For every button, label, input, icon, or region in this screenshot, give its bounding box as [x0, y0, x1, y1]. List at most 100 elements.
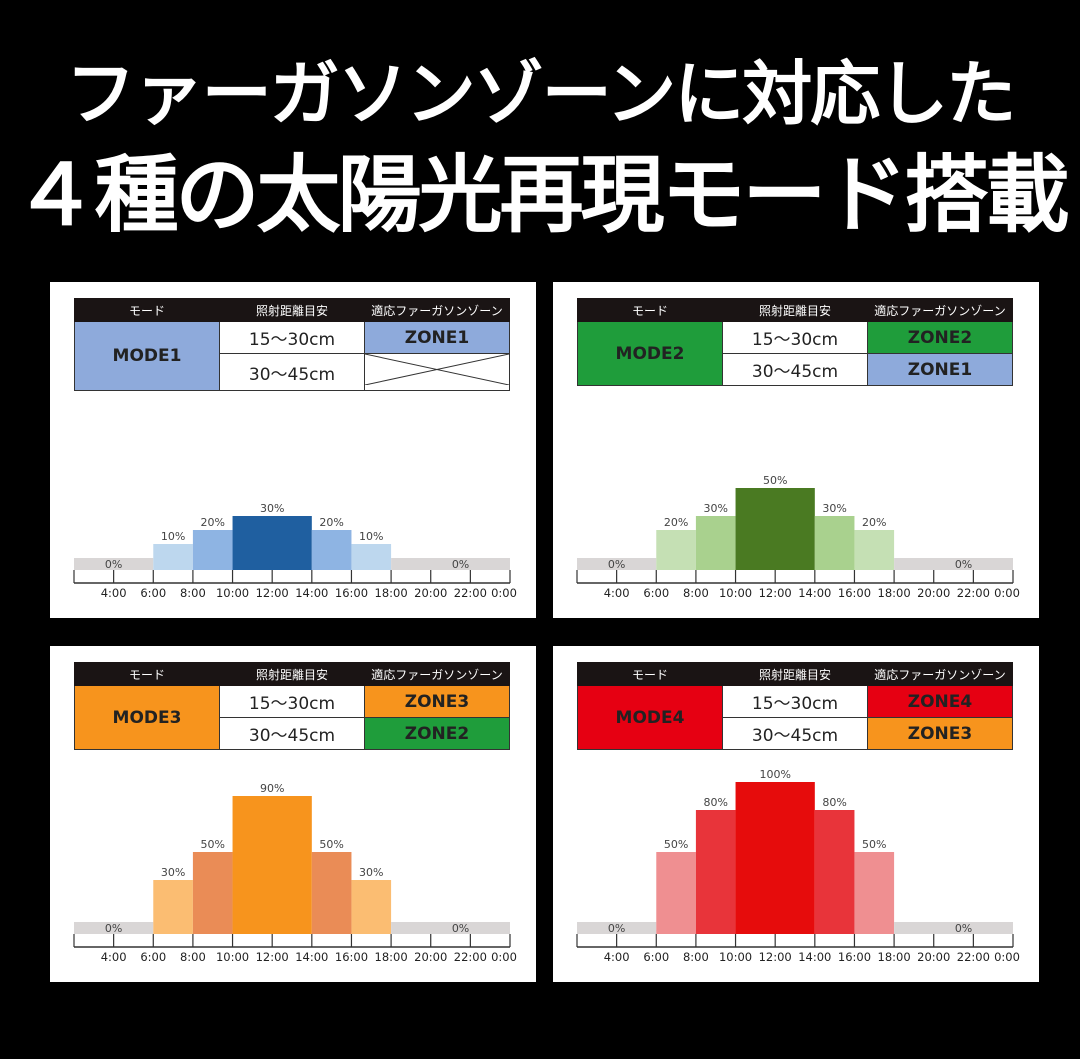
header-zone: 適応ファーガソンゾーン: [867, 662, 1013, 686]
bar: [351, 880, 392, 934]
x-tick-label: 6:00: [643, 950, 669, 964]
bar: [153, 544, 193, 570]
x-tick-label: 14:00: [798, 586, 831, 600]
header-mode: モード: [74, 662, 220, 686]
bar-value-label: 0%: [608, 922, 625, 935]
x-tick-label: 6:00: [643, 586, 669, 600]
zone-near: ZONE2: [867, 321, 1013, 354]
x-tick-label: 10:00: [719, 950, 752, 964]
mode-panel-4: モード 照射距離目安 適応ファーガソンゾーン MODE4 15〜30cm ZON…: [553, 646, 1039, 982]
x-tick-label: 4:00: [101, 586, 127, 600]
mode-label: MODE3: [74, 685, 220, 750]
bar-value-label: 30%: [359, 866, 383, 879]
x-tick-label: 16:00: [838, 950, 871, 964]
header-mode: モード: [577, 662, 723, 686]
bar: [854, 530, 895, 570]
x-tick-label: 18:00: [878, 950, 911, 964]
header-distance: 照射距離目安: [722, 298, 868, 322]
x-tick-label: 0:00: [491, 950, 517, 964]
bar-chart: 0% 50% 80% 100% 80% 50% 0% 4:00 6:00 8:00 10:00 12:…: [576, 768, 1020, 964]
not-applicable-cross-icon: [364, 353, 510, 386]
x-tick-label: 14:00: [295, 586, 328, 600]
x-tick-label: 12:00: [256, 950, 289, 964]
bar-value-label: 30%: [260, 502, 284, 515]
headline-line1: ファーガソンゾーンに対応した: [65, 53, 1017, 135]
bar-chart: 0% 20% 30% 50% 30% 20% 0% 4:00 6:00 8:00 10:00 12:0…: [576, 474, 1020, 600]
x-tick-label: 12:00: [759, 586, 792, 600]
x-tick-label: 8:00: [180, 950, 206, 964]
bar-value-label: 0%: [105, 922, 122, 935]
mode-panel-3: モード 照射距離目安 適応ファーガソンゾーン MODE3 15〜30cm ZON…: [50, 646, 536, 982]
bar-value-label: 50%: [319, 838, 343, 851]
header-mode: モード: [74, 298, 220, 322]
mode-label: MODE2: [577, 321, 723, 386]
x-tick-label: 12:00: [256, 586, 289, 600]
mode-table: モード 照射距離目安 適応ファーガソンゾーン MODE3 15〜30cm ZON…: [74, 662, 510, 750]
bar-value-label: 30%: [822, 502, 846, 515]
bar-chart: 0% 30% 50% 90% 50% 30% 0% 4:00 6:00 8:00 10:00 12:0…: [73, 782, 517, 964]
distance-near: 15〜30cm: [722, 685, 868, 718]
bar: [192, 852, 233, 934]
bar-value-label: 30%: [161, 866, 185, 879]
x-tick-label: 20:00: [414, 586, 447, 600]
distance-far: 30〜45cm: [722, 353, 868, 386]
zone-near: ZONE3: [364, 685, 510, 718]
bar-value-label: 0%: [452, 922, 469, 935]
mode-table: モード 照射距離目安 適応ファーガソンゾーン MODE1 15〜30cm ZON…: [74, 298, 510, 391]
distance-near: 15〜30cm: [219, 321, 365, 354]
bar-value-label: 10%: [161, 530, 185, 543]
bar-value-label: 80%: [704, 796, 728, 809]
bar: [311, 852, 352, 934]
bar: [894, 922, 1013, 934]
bar: [577, 922, 657, 934]
bar: [814, 810, 855, 934]
bar-value-label: 20%: [664, 516, 688, 529]
x-tick-label: 16:00: [335, 950, 368, 964]
zone-near: ZONE1: [364, 321, 510, 354]
bar: [74, 922, 154, 934]
x-tick-label: 8:00: [683, 950, 709, 964]
x-tick-label: 0:00: [491, 586, 517, 600]
bar-value-label: 10%: [359, 530, 383, 543]
x-tick-label: 6:00: [140, 950, 166, 964]
mode-table: モード 照射距離目安 適応ファーガソンゾーン MODE2 15〜30cm ZON…: [577, 298, 1013, 386]
bar: [391, 558, 510, 570]
bar-value-label: 100%: [759, 768, 790, 781]
x-tick-label: 22:00: [957, 950, 990, 964]
mode-label: MODE1: [74, 321, 220, 391]
bar: [311, 530, 352, 570]
x-tick-label: 18:00: [375, 586, 408, 600]
x-tick-label: 4:00: [101, 950, 127, 964]
mode-table: モード 照射距離目安 適応ファーガソンゾーン MODE4 15〜30cm ZON…: [577, 662, 1013, 750]
x-tick-label: 20:00: [917, 950, 950, 964]
x-tick-label: 10:00: [216, 586, 249, 600]
x-tick-label: 22:00: [454, 586, 487, 600]
x-tick-label: 16:00: [335, 586, 368, 600]
mode-label: MODE4: [577, 685, 723, 750]
header-distance: 照射距離目安: [219, 662, 365, 686]
bar-value-label: 50%: [763, 474, 787, 487]
bar: [192, 530, 233, 570]
x-tick-label: 4:00: [604, 586, 630, 600]
bar: [351, 544, 392, 570]
bar-value-label: 50%: [862, 838, 886, 851]
x-tick-label: 22:00: [957, 586, 990, 600]
bar: [735, 488, 815, 570]
x-tick-label: 14:00: [798, 950, 831, 964]
x-tick-label: 0:00: [994, 586, 1020, 600]
bar-value-label: 0%: [452, 558, 469, 571]
bar: [656, 852, 696, 934]
bar: [695, 810, 736, 934]
x-tick-label: 14:00: [295, 950, 328, 964]
headline-line2: ４種の太陽光再現モード搭載: [13, 146, 1069, 244]
zone-far: ZONE1: [867, 353, 1013, 386]
bar: [735, 782, 815, 934]
bar-value-label: 30%: [704, 502, 728, 515]
bar-value-label: 20%: [201, 516, 225, 529]
bar: [232, 796, 312, 934]
bar: [577, 558, 657, 570]
bar-value-label: 0%: [105, 558, 122, 571]
bar: [74, 558, 154, 570]
x-tick-label: 18:00: [375, 950, 408, 964]
bar: [391, 922, 510, 934]
